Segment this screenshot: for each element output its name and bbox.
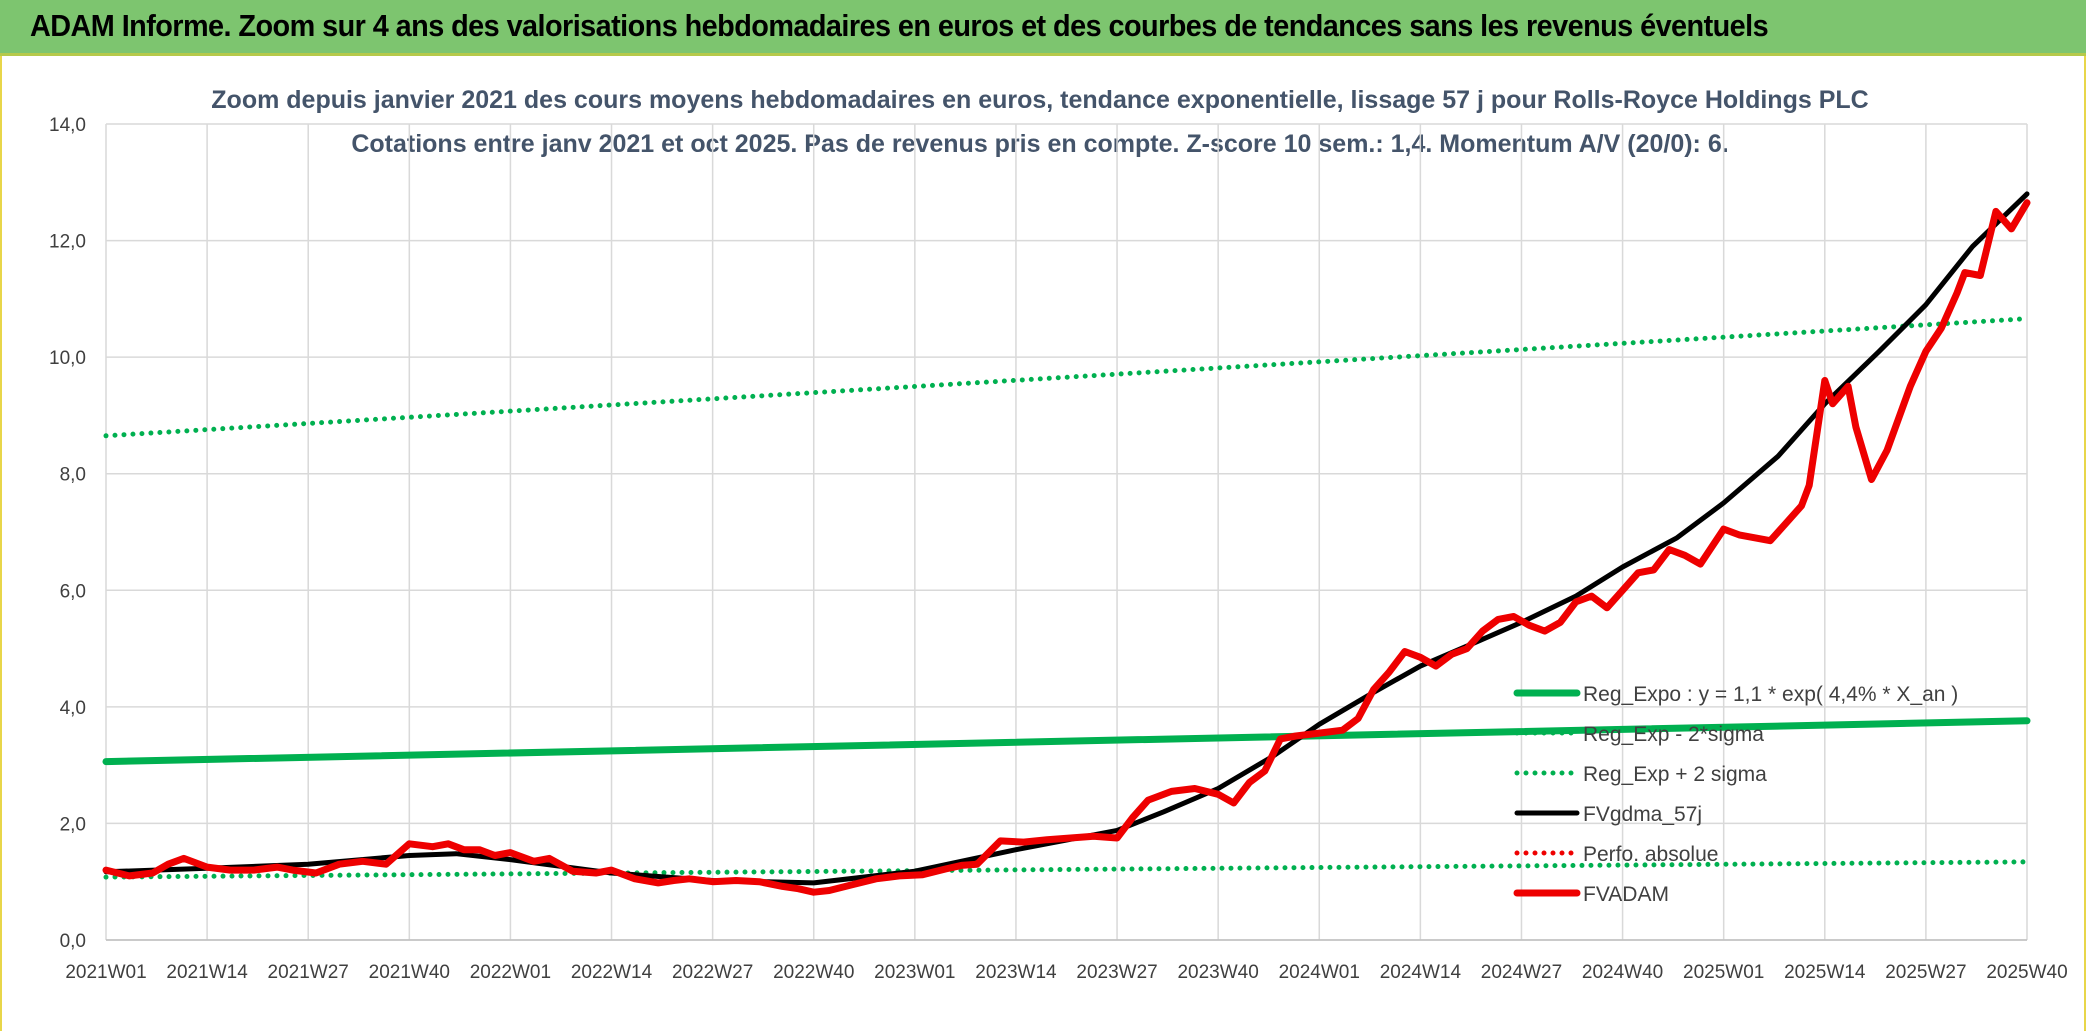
x-tick-label: 2023W14	[975, 962, 1057, 983]
x-tick-label: 2021W40	[369, 962, 450, 983]
x-tick-label: 2025W14	[1784, 962, 1866, 983]
x-tick-label: 2025W01	[1683, 962, 1764, 983]
x-tick-label: 2024W40	[1582, 962, 1663, 983]
y-axis-ticks: 0,0 2,0 4,0 6,0 8,0 10,0 12,0 14,0	[49, 115, 86, 952]
y-tick-label: 4,0	[60, 698, 86, 719]
x-tick-label: 2023W27	[1076, 962, 1157, 983]
series-line-fvadam	[102, 199, 2031, 896]
legend-label: Reg_Exp + 2 sigma	[1583, 763, 1767, 786]
y-tick-label: 8,0	[60, 465, 86, 486]
series-line-regexp	[103, 859, 2030, 880]
x-tick-label: 2023W40	[1177, 962, 1258, 983]
legend-label: FVgdma_57j	[1583, 803, 1702, 826]
y-tick-label: 12,0	[49, 232, 86, 253]
chart-frame	[0, 56, 2086, 1031]
y-tick-label: 0,0	[60, 931, 86, 952]
x-tick-label: 2022W14	[571, 962, 653, 983]
legend-label: Reg_Expo : y = 1,1 * exp( 4,4% * X_an )	[1583, 683, 1958, 706]
y-tick-label: 6,0	[60, 581, 86, 602]
legend-label: Reg_Exp - 2*sigma	[1583, 723, 1764, 746]
banner-title: ADAM Informe. Zoom sur 4 ans des valoris…	[30, 8, 1769, 43]
x-tick-label: 2021W14	[166, 962, 248, 983]
legend-label: Perfo. absolue	[1583, 843, 1718, 866]
x-tick-label: 2021W01	[65, 962, 146, 983]
x-tick-label: 2024W27	[1481, 962, 1562, 983]
x-tick-label: 2022W40	[773, 962, 854, 983]
series-line-regexpo	[102, 717, 2031, 766]
grid-lines	[105, 123, 2028, 941]
chart-title: Zoom depuis janvier 2021 des cours moyen…	[211, 86, 1868, 114]
y-tick-label: 10,0	[49, 348, 86, 369]
chart-legend: Reg_Expo : y = 1,1 * exp( 4,4% * X_an ) R…	[1513, 683, 1958, 906]
x-tick-label: 2023W01	[874, 962, 955, 983]
y-tick-label: 14,0	[49, 115, 86, 136]
x-tick-label: 2024W14	[1380, 962, 1462, 983]
chart-subtitle: Cotations entre janv 2021 et oct 2025. P…	[351, 130, 1728, 158]
series-line-fvgdma57j	[103, 191, 2030, 886]
x-tick-label: 2021W27	[268, 962, 349, 983]
legend-label: FVADAM	[1583, 883, 1669, 906]
series-line-regexp	[103, 316, 2030, 439]
title-banner: ADAM Informe. Zoom sur 4 ans des valoris…	[0, 0, 2086, 56]
x-tick-label: 2025W27	[1885, 962, 1966, 983]
x-tick-label: 2024W01	[1279, 962, 1360, 983]
series-lines	[102, 191, 2031, 896]
x-tick-label: 2022W01	[470, 962, 551, 983]
x-tick-label: 2025W40	[1986, 962, 2067, 983]
y-tick-label: 2,0	[60, 814, 86, 835]
x-axis-ticks: 2021W01 2021W14 2021W27 2021W40 2022W01 2022W…	[65, 962, 2067, 983]
x-tick-label: 2022W27	[672, 962, 753, 983]
